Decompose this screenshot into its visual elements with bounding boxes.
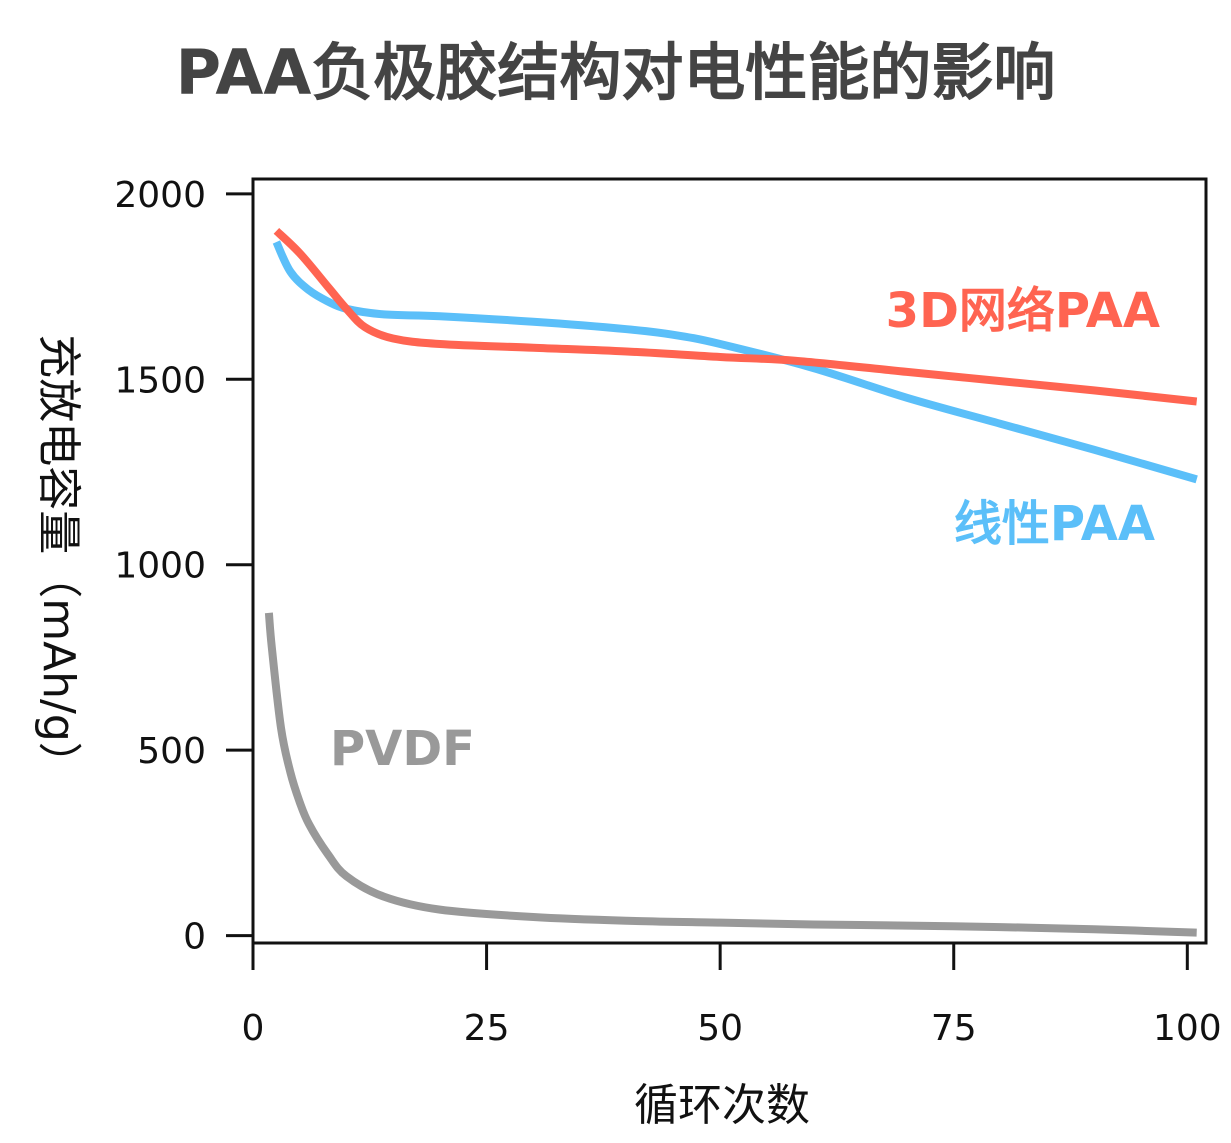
x-tick-label: 0 — [242, 1008, 265, 1049]
y-axis: 0 500 1000 1500 2000 — [114, 175, 253, 958]
x-axis: 0 25 50 75 100 — [242, 943, 1222, 1049]
y-tick-label: 500 — [137, 731, 206, 772]
series-line-3 — [264, 612, 1197, 937]
series-labels: 3D网络PAA 线性PAA PVDF — [330, 283, 1160, 777]
y-tick-label: 0 — [183, 917, 206, 958]
y-tick-label: 2000 — [114, 175, 206, 216]
series-label-3: PVDF — [330, 721, 475, 777]
x-tick-label: 75 — [931, 1008, 977, 1049]
y-tick-label: 1000 — [114, 546, 206, 587]
series-layer — [264, 227, 1198, 937]
x-axis-label: 循环次数 — [634, 1080, 810, 1131]
y-axis-label: 充放电容量（mAh/g） — [33, 334, 84, 786]
y-tick-label: 1500 — [114, 360, 206, 401]
plot-frame — [251, 177, 1208, 945]
series-line-2 — [272, 240, 1198, 484]
chart-title: PAA负极胶结构对电性能的影响 — [175, 36, 1056, 109]
series-label-2: 线性PAA — [954, 496, 1155, 552]
series-label-1: 3D网络PAA — [886, 283, 1160, 339]
x-tick-label: 50 — [697, 1008, 743, 1049]
x-tick-label: 100 — [1153, 1008, 1222, 1049]
series-line-1 — [273, 227, 1198, 406]
x-tick-label: 25 — [464, 1008, 510, 1049]
